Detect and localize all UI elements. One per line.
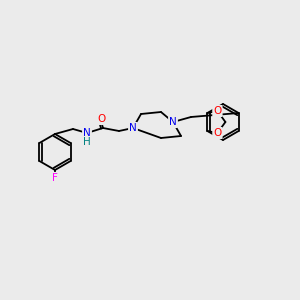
- Text: O: O: [213, 106, 221, 116]
- Text: H: H: [83, 137, 91, 147]
- Text: N: N: [129, 123, 137, 133]
- Text: F: F: [52, 173, 58, 183]
- Text: O: O: [213, 128, 221, 138]
- Text: N: N: [169, 117, 177, 127]
- Text: O: O: [97, 114, 105, 124]
- Text: N: N: [83, 128, 91, 138]
